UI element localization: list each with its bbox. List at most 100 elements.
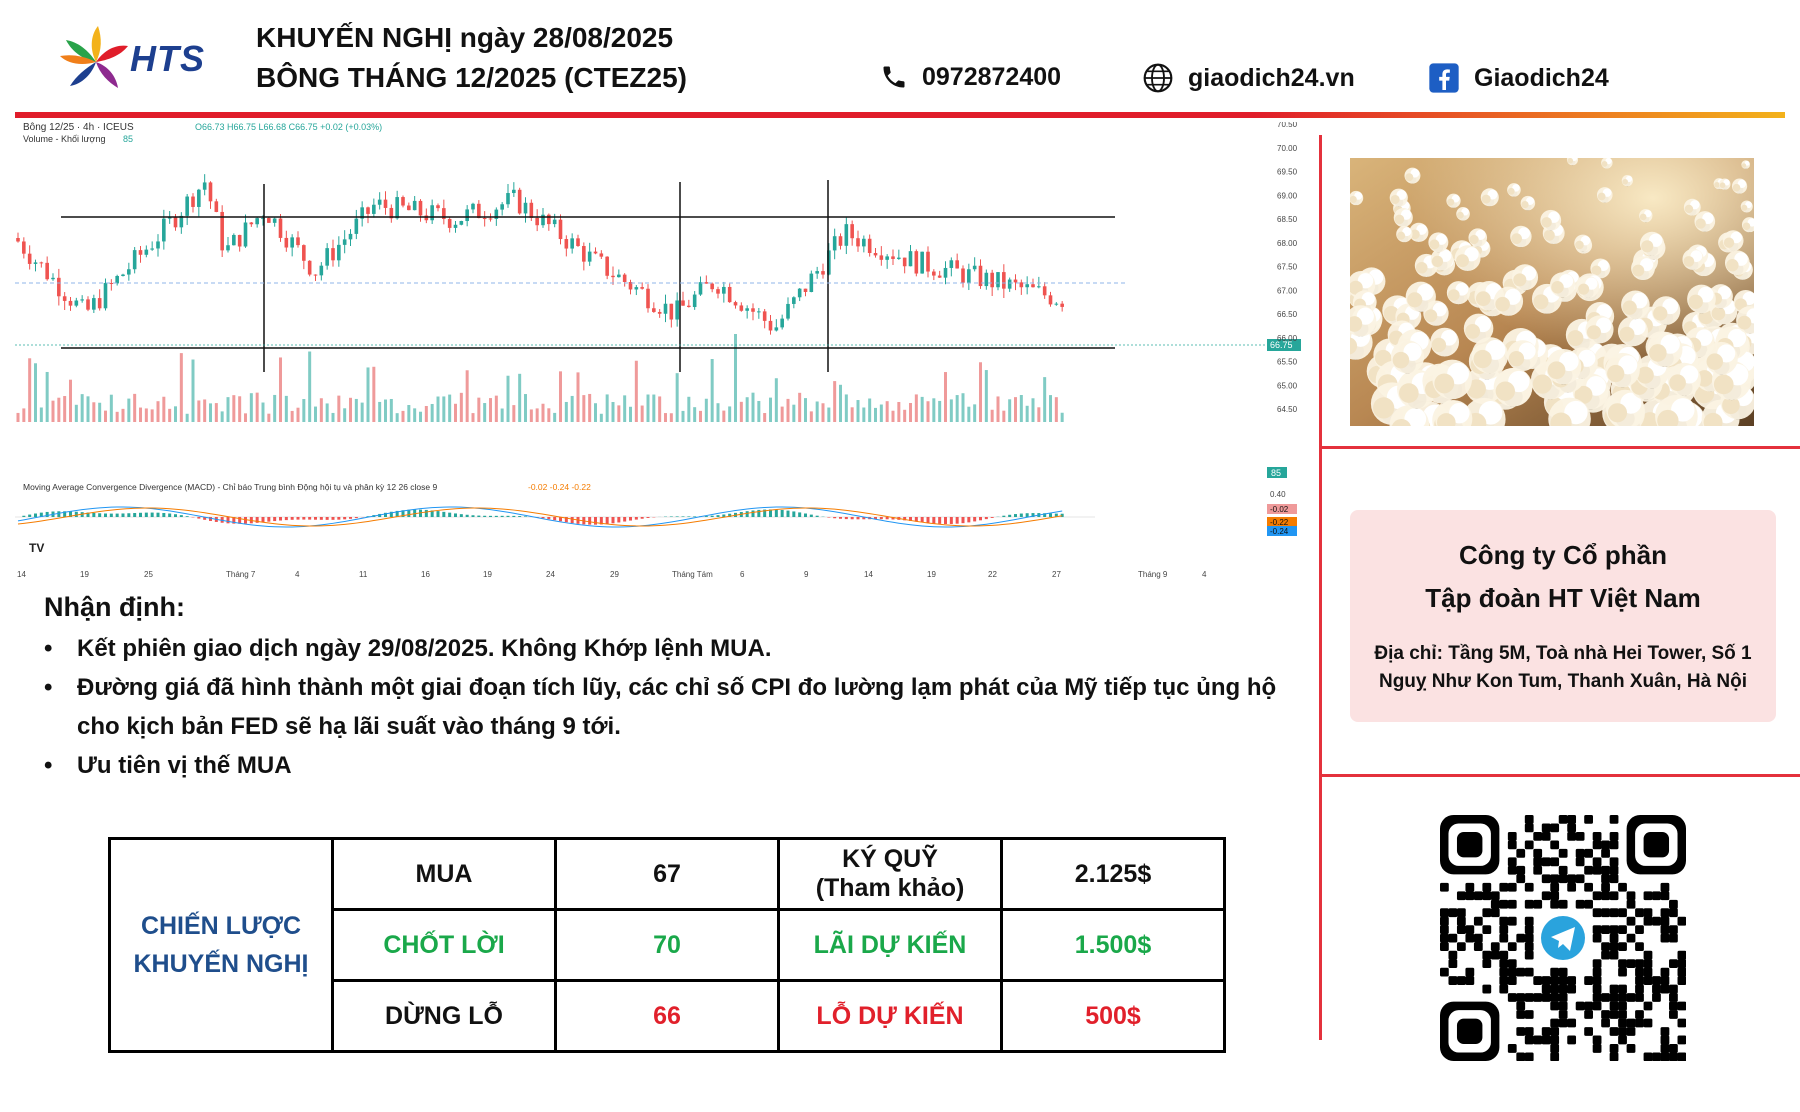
volume-bar — [506, 375, 510, 422]
candle — [220, 211, 224, 251]
volume-bar — [197, 400, 201, 422]
price-tick-label: 66.50 — [1277, 310, 1298, 319]
macd-histogram-bar — [477, 515, 481, 517]
volume-bar — [763, 413, 767, 422]
volume-bar — [833, 381, 837, 422]
candle — [506, 193, 510, 205]
candle — [477, 203, 481, 219]
candle — [757, 311, 761, 313]
candle — [949, 260, 954, 268]
macd-histogram-bar — [1060, 513, 1064, 517]
macd-histogram-bar — [646, 517, 650, 518]
analysis-bullet: • Ưu tiên vị thế MUA — [44, 746, 1294, 785]
candle — [500, 204, 504, 210]
macd-histogram-bar — [763, 509, 767, 517]
date-tick-label: 25 — [144, 570, 153, 579]
candle — [687, 305, 691, 308]
telegram-qr-code-icon[interactable] — [1440, 815, 1686, 1061]
candle — [401, 197, 405, 206]
website-link[interactable]: giaodich24.vn — [1188, 63, 1355, 92]
candle — [465, 209, 469, 222]
macd-histogram-bar — [914, 517, 918, 522]
macd-histogram-bar — [553, 517, 557, 521]
volume-bar — [535, 408, 539, 422]
candle — [39, 262, 44, 264]
macd-histogram-bar — [891, 517, 895, 520]
take-profit-action: CHỐT LỜI — [331, 908, 557, 982]
facebook-page[interactable]: Giaodich24 — [1474, 63, 1609, 92]
volume-bar — [249, 393, 253, 422]
volume-bar — [984, 370, 988, 422]
macd-histogram-bar — [389, 511, 393, 517]
candle — [162, 218, 166, 242]
candle — [821, 271, 825, 275]
candle — [86, 299, 90, 310]
volume-bar — [850, 407, 854, 422]
macd-histogram-bar — [220, 517, 224, 523]
candle — [337, 244, 341, 261]
candle — [558, 219, 563, 240]
volume-bar — [39, 407, 43, 422]
macd-histogram-bar — [745, 511, 749, 517]
date-tick-label: Tháng 7 — [226, 570, 256, 579]
bullet-text: Ưu tiên vị thế MUA — [77, 752, 292, 779]
volume-bar — [232, 395, 236, 422]
candle — [809, 273, 814, 292]
volume-bar — [115, 411, 119, 422]
volume-bar — [804, 398, 807, 422]
date-tick-label: 9 — [804, 570, 809, 579]
volume-bar — [343, 408, 347, 422]
macd-histogram-bar — [197, 517, 201, 519]
volume-bar — [51, 400, 55, 422]
volume-bar — [226, 397, 230, 422]
candle — [92, 298, 96, 310]
volume-bar — [769, 397, 772, 422]
facebook-contact[interactable]: Giaodich24 — [1428, 62, 1609, 94]
website-contact[interactable]: giaodich24.vn — [1142, 62, 1355, 94]
expected-loss-label: LỖ DỰ KIẾN — [777, 979, 1003, 1053]
candle — [856, 238, 860, 247]
table-row: CHỐT LỜI 70 LÃI DỰ KIẾN 1.500$ — [110, 908, 1226, 982]
macd-histogram-bar — [34, 513, 37, 517]
candle — [733, 302, 738, 306]
macd-histogram-bar — [839, 517, 842, 519]
candle — [640, 287, 644, 289]
macd-histogram-bar — [28, 514, 32, 517]
candle — [482, 218, 487, 220]
volume-bar — [734, 334, 737, 422]
volume-bar — [360, 402, 364, 422]
macd-histogram-bar — [909, 517, 912, 521]
candle — [716, 289, 720, 294]
volume-bar — [792, 404, 796, 422]
hts-logo-icon — [60, 26, 128, 88]
volume-bar — [284, 395, 288, 422]
date-tick-label: 22 — [988, 570, 997, 579]
phone-contact[interactable]: 0972872400 — [880, 62, 1061, 92]
macd-histogram-bar — [973, 517, 977, 522]
volume-bar — [687, 396, 691, 422]
volume-bar — [693, 407, 697, 422]
volume-bar — [897, 401, 901, 422]
macd-histogram-bar — [1002, 515, 1006, 517]
candle — [698, 282, 703, 295]
volume-bar — [168, 408, 172, 422]
candle — [815, 271, 819, 274]
candle — [232, 234, 236, 246]
volume-bar — [920, 396, 924, 422]
candle — [838, 236, 843, 246]
volume-bar — [611, 402, 615, 422]
volume-bar — [728, 406, 732, 422]
macd-histogram-bar — [512, 515, 516, 517]
macd-histogram-bar — [407, 509, 411, 517]
volume-bar — [98, 402, 102, 422]
candle — [342, 239, 347, 245]
price-chart[interactable]: Bông 12/25 · 4h · ICEUS O66.73 H66.75 L6… — [15, 120, 1305, 582]
volume-bar — [827, 407, 831, 422]
candle — [45, 262, 49, 280]
candle — [249, 222, 254, 225]
macd-histogram-bar — [279, 517, 282, 521]
strategy-table: CHIẾN LƯỢC KHUYẾN NGHỊ MUA 67 KÝ QUỸ (Tha… — [108, 837, 1226, 1053]
volume-bar — [821, 403, 825, 422]
volume-bar — [751, 392, 755, 422]
candle — [307, 260, 312, 275]
